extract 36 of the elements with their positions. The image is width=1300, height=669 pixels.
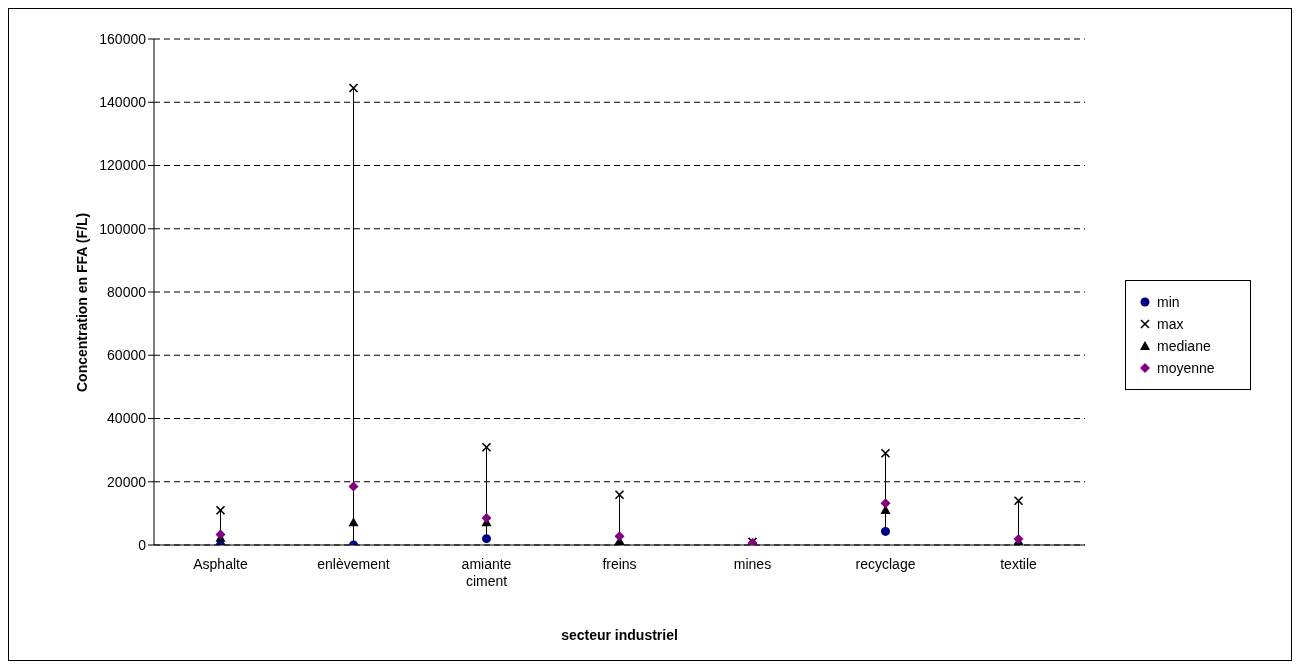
y-tick-label: 120000 [99, 157, 147, 174]
y-tick-label: 20000 [107, 473, 147, 490]
x-tick-label: amiante ciment [461, 556, 512, 589]
x-tick-label: enlèvement [317, 556, 390, 572]
point [348, 481, 359, 492]
legend-label: min [1157, 293, 1180, 310]
x-tick-label: Asphalte [193, 556, 248, 572]
legend-label: moyenne [1157, 359, 1215, 376]
point [481, 513, 492, 524]
legend-label: max [1157, 315, 1184, 332]
y-tick-label: 140000 [99, 94, 147, 111]
x-tick-label: textile [1000, 556, 1037, 572]
point [880, 448, 891, 459]
y-axis-title: Concentration en FFA (F/L) [73, 212, 90, 392]
legend-label: mediane [1157, 337, 1211, 354]
y-tick-label: 40000 [107, 410, 147, 427]
point [614, 531, 625, 542]
point [880, 498, 891, 509]
point [481, 442, 492, 453]
point [482, 534, 491, 544]
point [1013, 495, 1024, 506]
y-tick-label: 0 [138, 536, 147, 553]
y-tick-label: 160000 [99, 30, 147, 47]
point [215, 505, 226, 516]
point [881, 526, 890, 536]
x-tick-label: recyclage [855, 556, 916, 572]
point [614, 489, 625, 500]
x-tick-label: mines [733, 556, 772, 572]
point [1013, 533, 1024, 544]
point [348, 83, 359, 93]
point [348, 517, 359, 527]
y-tick-label: 100000 [99, 220, 147, 237]
y-tick-label: 60000 [107, 347, 147, 364]
x-axis-title: secteur industriel [561, 627, 678, 643]
x-tick-label: freins [602, 556, 637, 572]
y-tick-label: 80000 [107, 283, 147, 300]
